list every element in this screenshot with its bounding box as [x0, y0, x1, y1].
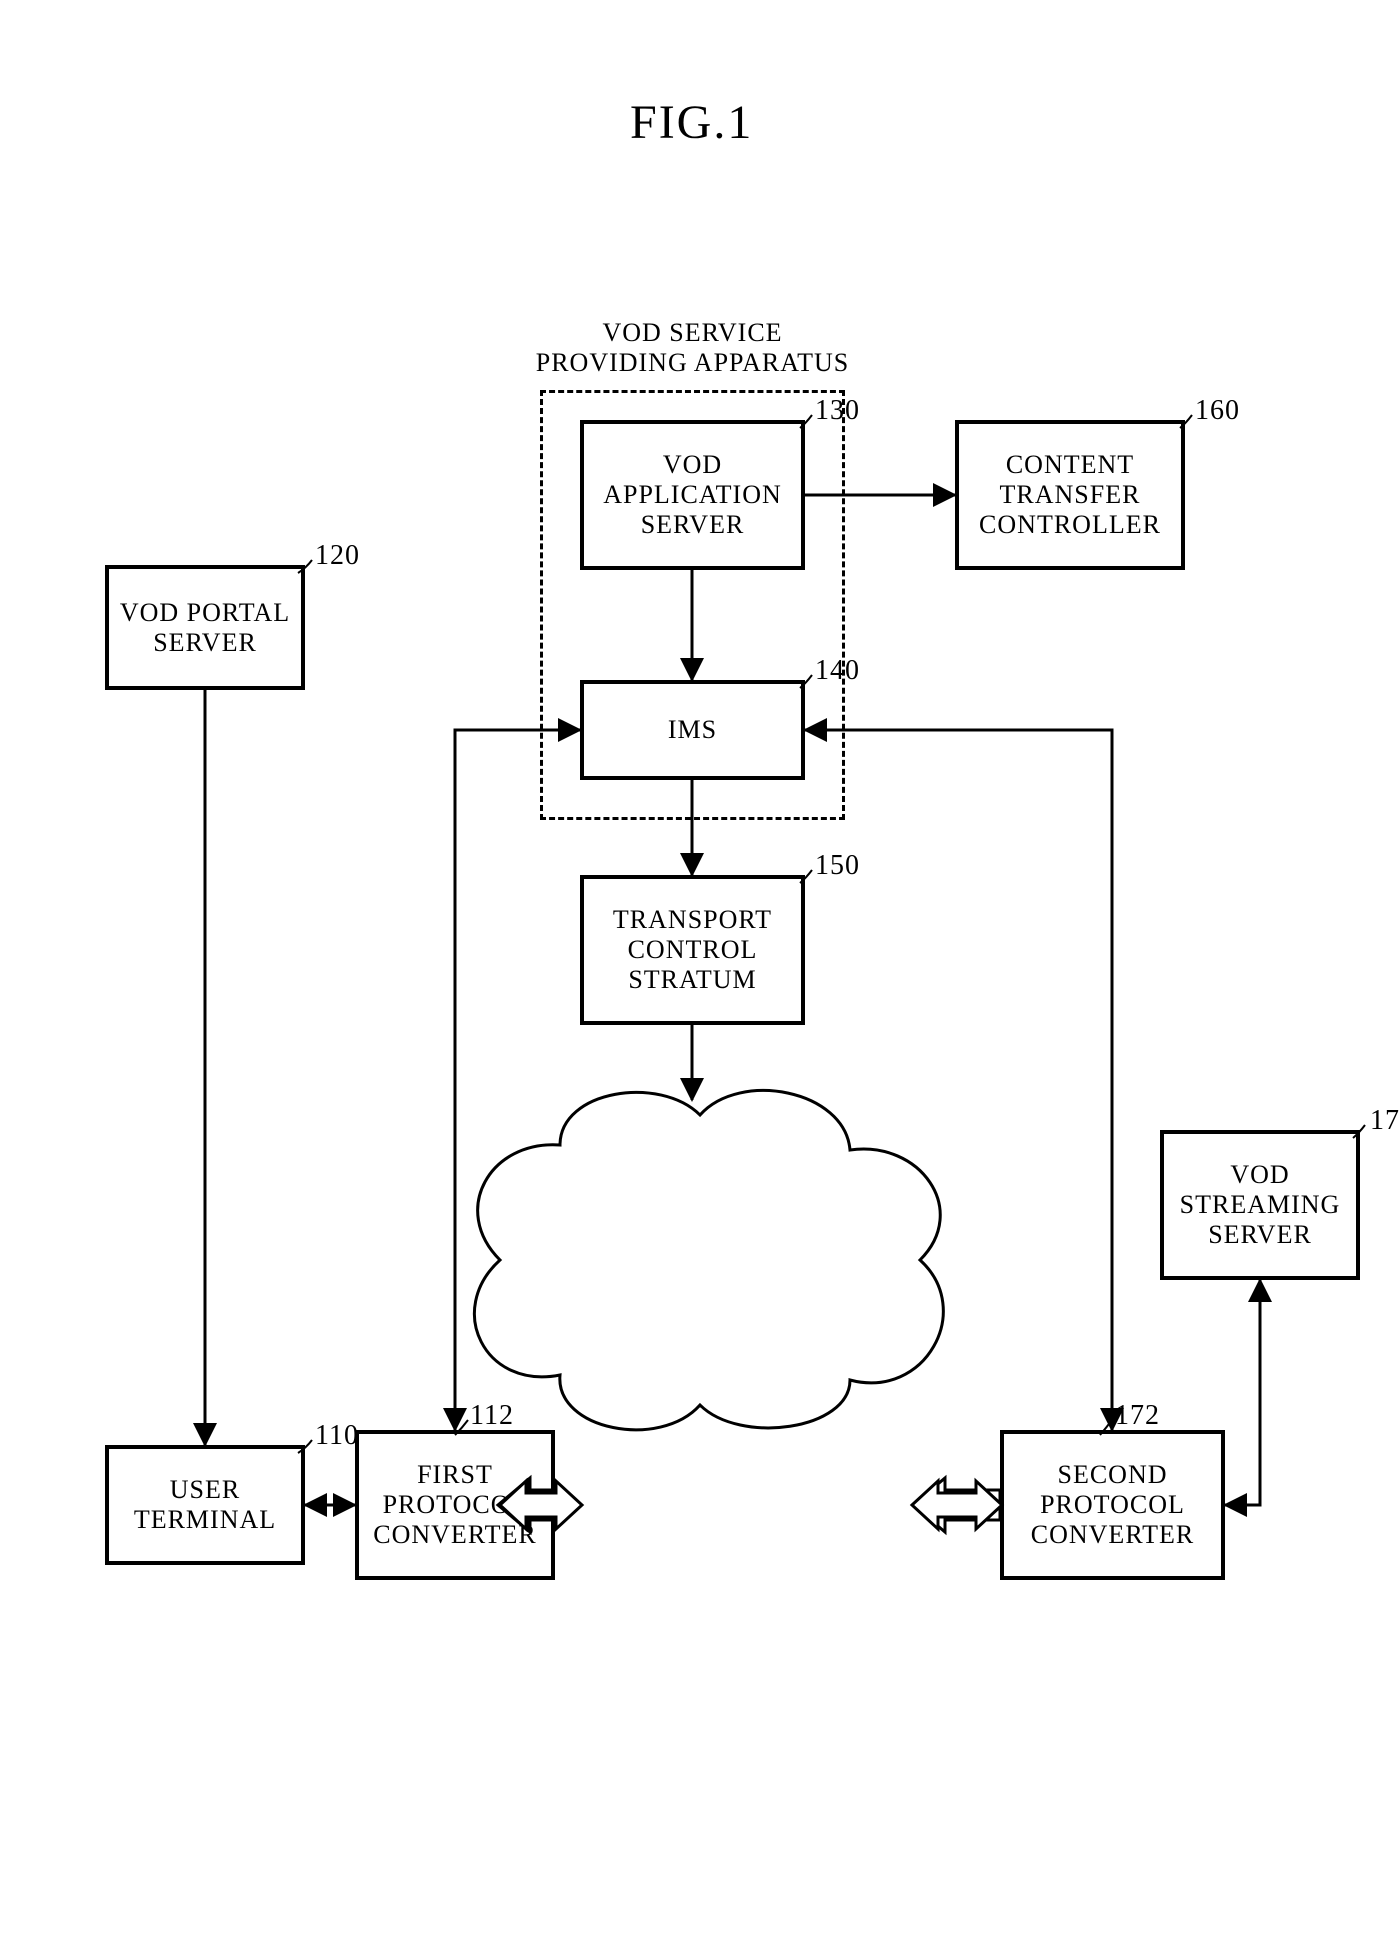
node-vod-portal: VOD PORTAL SERVER — [105, 565, 305, 690]
node-ims: IMS — [580, 680, 805, 780]
network-label: NETWORK(180) — [600, 1248, 800, 1278]
ref-140: 140 — [815, 655, 860, 687]
figure-title: FIG.1 — [630, 95, 753, 150]
apparatus-label: VOD SERVICE PROVIDING APPARATUS — [530, 318, 855, 378]
node-vod-streaming-server: VOD STREAMING SERVER — [1160, 1130, 1360, 1280]
node-user-terminal: USER TERMINAL — [105, 1445, 305, 1565]
node-vod-app-server: VOD APPLICATION SERVER — [580, 420, 805, 570]
ref-150: 150 — [815, 850, 860, 882]
node-transport-stratum: TRANSPORT CONTROL STRATUM — [580, 875, 805, 1025]
node-second-converter: SECOND PROTOCOL CONVERTER — [1000, 1430, 1225, 1580]
node-content-transfer-controller: CONTENT TRANSFER CONTROLLER — [955, 420, 1185, 570]
ref-110: 110 — [315, 1420, 359, 1452]
node-first-converter: FIRST PROTOCOL CONVERTER — [355, 1430, 555, 1580]
ref-120: 120 — [315, 540, 360, 572]
diagram-canvas: FIG.1 VOD SERVICE PROVIDING APPARATUS VO… — [0, 0, 1399, 1936]
ref-112: 112 — [470, 1400, 514, 1432]
ref-160: 160 — [1195, 395, 1240, 427]
hollow-arrow-right — [913, 1478, 1000, 1532]
ref-170: 170 — [1370, 1105, 1399, 1137]
ref-130: 130 — [815, 395, 860, 427]
ref-172: 172 — [1115, 1400, 1160, 1432]
